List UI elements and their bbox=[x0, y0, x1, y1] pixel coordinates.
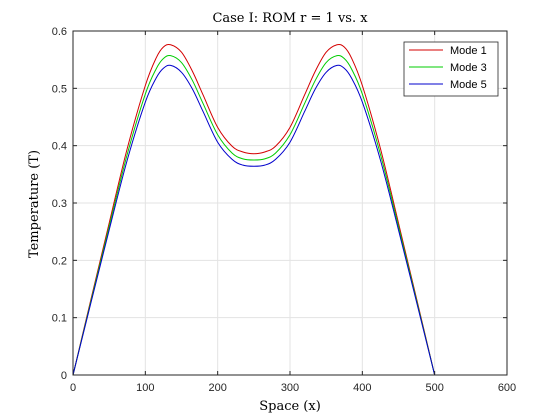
y-axis-ticks: 0 0.1 0.2 0.3 0.4 0.5 0.6 bbox=[52, 26, 507, 382]
y-axis-label: Temperature (T) bbox=[27, 150, 42, 258]
x-tick-label: 100 bbox=[136, 382, 154, 394]
y-tick-label: 0.1 bbox=[52, 313, 67, 325]
chart-title: Case I: ROM r = 1 vs. x bbox=[212, 11, 368, 26]
legend: Mode 1 Mode 3 Mode 5 bbox=[403, 41, 499, 97]
y-tick-label: 0.4 bbox=[52, 141, 67, 153]
y-tick-label: 0.6 bbox=[52, 26, 67, 38]
legend-label-mode-5: Mode 5 bbox=[450, 79, 487, 91]
series-lines bbox=[72, 43, 436, 376]
series-line-mode-1 bbox=[72, 43, 436, 376]
x-tick-label: 200 bbox=[208, 382, 226, 394]
series-line-mode-3 bbox=[72, 54, 436, 376]
x-tick-label: 500 bbox=[425, 382, 443, 394]
legend-label-mode-1: Mode 1 bbox=[450, 45, 487, 57]
x-tick-label: 600 bbox=[498, 382, 516, 394]
y-tick-label: 0.2 bbox=[52, 255, 67, 267]
legend-label-mode-3: Mode 3 bbox=[450, 62, 487, 74]
x-axis-label: Space (x) bbox=[259, 399, 321, 414]
y-tick-label: 0.5 bbox=[52, 83, 67, 95]
x-tick-label: 0 bbox=[70, 382, 76, 394]
series-line-mode-5 bbox=[72, 64, 436, 376]
y-tick-label: 0.3 bbox=[52, 198, 67, 210]
x-axis-ticks: 0 100 200 300 400 500 600 bbox=[70, 31, 516, 394]
x-tick-label: 400 bbox=[353, 382, 371, 394]
x-tick-label: 300 bbox=[281, 382, 299, 394]
y-tick-label: 0 bbox=[61, 370, 67, 382]
legend-box bbox=[403, 41, 499, 97]
